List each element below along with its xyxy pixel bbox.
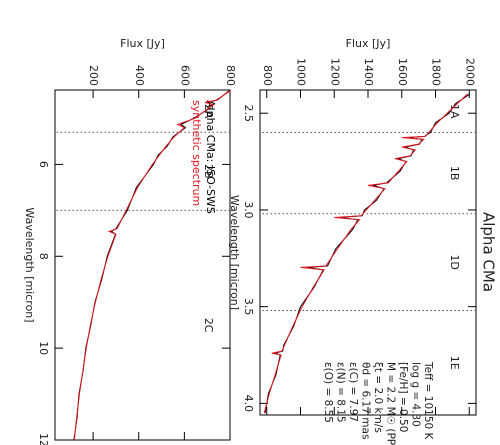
y-tick-label: 2000	[463, 58, 476, 86]
band-label: 2B	[202, 164, 215, 179]
rotated-figure: Alpha CMa 2.5 3.0 3.5 4.0 800 1000 1200 1400 160…	[23, 37, 498, 445]
y-tick-label: 800	[224, 65, 237, 86]
y-tick-label: 1600	[396, 58, 409, 86]
y-tick-label: 800	[261, 65, 274, 86]
band-label: 1B	[448, 166, 461, 181]
band-label: 1A	[448, 104, 461, 119]
x-tick-label: 6	[37, 161, 50, 168]
band-label: 2C	[202, 318, 215, 333]
annotation: log g = 4.30	[410, 362, 422, 427]
annotation: ε(O) = 8.55	[322, 362, 334, 423]
annotation: ε(N) = 8.15	[335, 362, 347, 423]
band-label: 1E	[448, 356, 461, 370]
x-axis-label: Wavelength [micron]	[228, 195, 241, 310]
spectrum-line	[73, 90, 231, 441]
spectrum-line	[263, 93, 468, 414]
annotation: Teff = 10150 K	[422, 361, 434, 441]
annotation: ξt = 2.0 km/s	[372, 362, 384, 433]
x-tick-label: 10	[37, 341, 50, 355]
band-label: 1D	[448, 254, 461, 269]
annotation: ε(C) = 7.97	[347, 362, 359, 422]
legend-entry: Alpha CMa: ISO-SWS	[204, 100, 217, 214]
annotation: [Fe/H] = 0.50	[397, 362, 409, 432]
annotation: M = 2.2 M☉ (PP)	[385, 362, 397, 445]
x-tick-label: 2.5	[242, 104, 255, 122]
y-axis-label: Flux [Jy]	[346, 37, 391, 50]
x-tick-label: 3.0	[242, 201, 255, 219]
x-axis-label: Wavelength [micron]	[23, 207, 36, 322]
y-tick-label: 400	[133, 65, 146, 86]
y-tick-label: 200	[87, 65, 100, 86]
y-axis-label: Flux [Jy]	[120, 37, 165, 50]
y-tick-label: 600	[178, 65, 191, 86]
x-tick-label: 12	[37, 433, 50, 445]
y-tick-label: 1400	[362, 58, 375, 86]
legend-entry: synthetic spectrum	[190, 100, 203, 206]
x-tick-label: 3.5	[242, 298, 255, 316]
y-tick-label: 1000	[295, 58, 308, 86]
band-label: 2A	[202, 104, 215, 119]
plot-frame	[54, 89, 231, 441]
chart-title: Alpha CMa	[480, 212, 498, 292]
x-tick-label: 4.0	[242, 395, 255, 413]
x-tick-label: 8	[37, 253, 50, 260]
y-tick-label: 1800	[430, 58, 443, 86]
annotation: θd = 6.17 mas	[360, 362, 372, 439]
y-tick-label: 1200	[328, 58, 341, 86]
